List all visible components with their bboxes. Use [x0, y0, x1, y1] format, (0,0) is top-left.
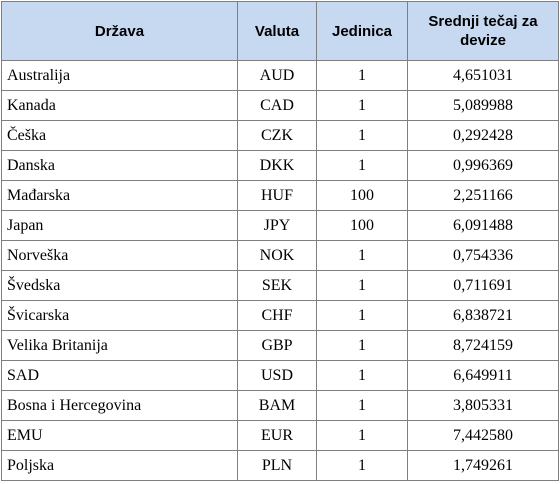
unit-cell: 1 [316, 450, 408, 481]
country-cell: SAD [1, 360, 238, 391]
currency-code-cell: CHF [237, 300, 317, 331]
unit-cell: 1 [316, 240, 408, 271]
mid-rate-cell: 0,754336 [407, 240, 559, 271]
table-row: Bosna i Hercegovina BAM 1 3,805331 [1, 390, 559, 421]
table-row: Švicarska CHF 1 6,838721 [1, 300, 559, 331]
country-cell: Švicarska [1, 300, 238, 331]
table-row: Velika Britanija GBP 1 8,724159 [1, 330, 559, 361]
currency-code-cell: AUD [237, 60, 317, 91]
country-cell: Češka [1, 120, 238, 151]
table-header: Država Valuta Jedinica Srednji tečaj za … [1, 1, 559, 61]
country-cell: Mađarska [1, 180, 238, 211]
header-currency: Valuta [237, 1, 317, 61]
currency-code-cell: USD [237, 360, 317, 391]
currency-code-cell: EUR [237, 420, 317, 451]
mid-rate-cell: 0,292428 [407, 120, 559, 151]
table-row: Švedska SEK 1 0,711691 [1, 270, 559, 301]
country-cell: Poljska [1, 450, 238, 481]
header-row: Država Valuta Jedinica Srednji tečaj za … [1, 1, 559, 61]
country-cell: Velika Britanija [1, 330, 238, 361]
unit-cell: 1 [316, 270, 408, 301]
table-row: Japan JPY 100 6,091488 [1, 210, 559, 241]
table-row: Poljska PLN 1 1,749261 [1, 450, 559, 481]
country-cell: EMU [1, 420, 238, 451]
table-row: SAD USD 1 6,649911 [1, 360, 559, 391]
table-row: Mađarska HUF 100 2,251166 [1, 180, 559, 211]
header-unit: Jedinica [316, 1, 408, 61]
unit-cell: 1 [316, 330, 408, 361]
table-row: Norveška NOK 1 0,754336 [1, 240, 559, 271]
mid-rate-cell: 7,442580 [407, 420, 559, 451]
currency-code-cell: JPY [237, 210, 317, 241]
header-mid-rate: Srednji tečaj za devize [407, 1, 559, 61]
unit-cell: 1 [316, 360, 408, 391]
table-row: Australija AUD 1 4,651031 [1, 60, 559, 91]
mid-rate-cell: 2,251166 [407, 180, 559, 211]
currency-code-cell: SEK [237, 270, 317, 301]
unit-cell: 1 [316, 420, 408, 451]
table-row: Kanada CAD 1 5,089988 [1, 90, 559, 121]
currency-code-cell: CAD [237, 90, 317, 121]
unit-cell: 1 [316, 150, 408, 181]
country-cell: Japan [1, 210, 238, 241]
mid-rate-cell: 6,649911 [407, 360, 559, 391]
mid-rate-cell: 5,089988 [407, 90, 559, 121]
table-row: EMU EUR 1 7,442580 [1, 420, 559, 451]
mid-rate-cell: 0,711691 [407, 270, 559, 301]
table-body: Australija AUD 1 4,651031 Kanada CAD 1 5… [1, 60, 559, 481]
currency-code-cell: NOK [237, 240, 317, 271]
unit-cell: 1 [316, 90, 408, 121]
unit-cell: 1 [316, 60, 408, 91]
unit-cell: 1 [316, 390, 408, 421]
country-cell: Bosna i Hercegovina [1, 390, 238, 421]
mid-rate-cell: 3,805331 [407, 390, 559, 421]
mid-rate-cell: 8,724159 [407, 330, 559, 361]
currency-code-cell: BAM [237, 390, 317, 421]
unit-cell: 1 [316, 300, 408, 331]
unit-cell: 100 [316, 180, 408, 211]
country-cell: Norveška [1, 240, 238, 271]
currency-code-cell: CZK [237, 120, 317, 151]
currency-code-cell: GBP [237, 330, 317, 361]
country-cell: Švedska [1, 270, 238, 301]
unit-cell: 100 [316, 210, 408, 241]
country-cell: Australija [1, 60, 238, 91]
mid-rate-cell: 1,749261 [407, 450, 559, 481]
unit-cell: 1 [316, 120, 408, 151]
header-country: Država [1, 1, 238, 61]
mid-rate-cell: 4,651031 [407, 60, 559, 91]
currency-code-cell: HUF [237, 180, 317, 211]
currency-code-cell: DKK [237, 150, 317, 181]
country-cell: Danska [1, 150, 238, 181]
country-cell: Kanada [1, 90, 238, 121]
mid-rate-cell: 6,091488 [407, 210, 559, 241]
mid-rate-cell: 6,838721 [407, 300, 559, 331]
currency-code-cell: PLN [237, 450, 317, 481]
table-row: Češka CZK 1 0,292428 [1, 120, 559, 151]
table-row: Danska DKK 1 0,996369 [1, 150, 559, 181]
mid-rate-cell: 0,996369 [407, 150, 559, 181]
